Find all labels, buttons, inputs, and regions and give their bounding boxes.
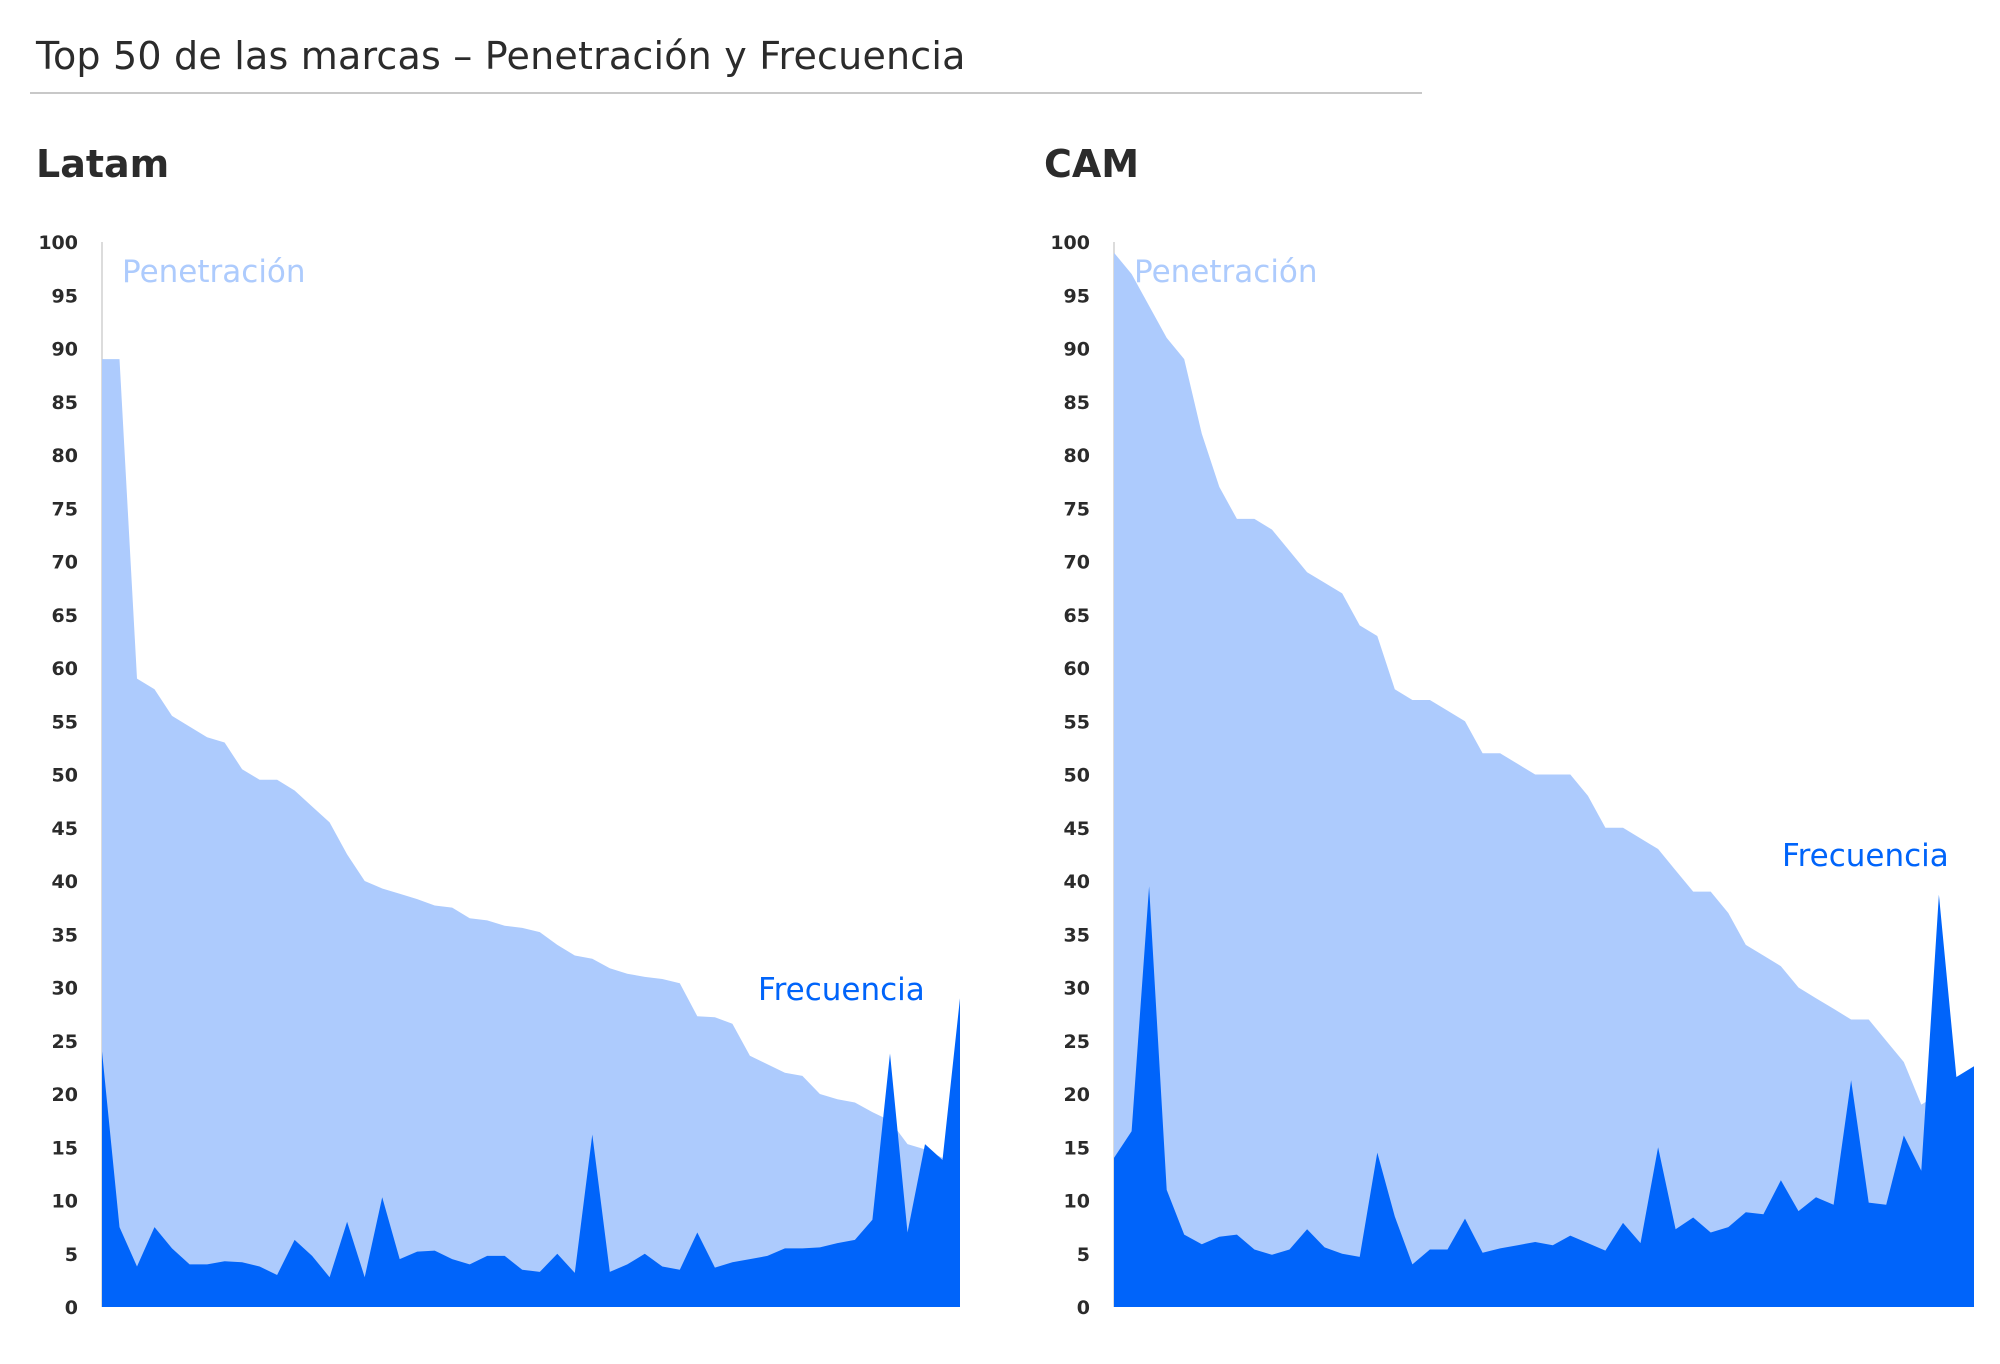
y-tick-label: 95 <box>52 285 78 307</box>
y-tick-label: 30 <box>52 978 78 1000</box>
y-tick-label: 45 <box>52 818 78 840</box>
y-tick-label: 0 <box>65 1297 78 1319</box>
title-divider <box>30 92 1422 94</box>
y-tick-label: 90 <box>52 339 78 361</box>
y-tick-label: 25 <box>1064 1031 1090 1053</box>
y-tick-label: 35 <box>1064 924 1090 946</box>
y-tick-label: 85 <box>52 392 78 414</box>
panel-title-cam: CAM <box>1044 142 1140 186</box>
y-tick-label: 65 <box>1064 605 1090 627</box>
frecuencia-area <box>102 998 960 1307</box>
y-tick-label: 55 <box>1064 711 1090 733</box>
chart-latam: 0 5 10 15 20 25 30 35 40 45 50 55 60 65 70 75 80 85 90 95 10… <box>38 232 960 1319</box>
y-tick-label: 5 <box>65 1244 78 1266</box>
y-tick-label: 55 <box>52 711 78 733</box>
series-label-frecuencia: Frecuencia <box>1782 838 1949 874</box>
y-tick-label: 15 <box>1064 1137 1090 1159</box>
y-tick-label: 50 <box>1064 765 1090 787</box>
y-tick-label: 75 <box>52 498 78 520</box>
chart-cam: 0 5 10 15 20 25 30 35 40 45 50 55 60 65 70 75 80 85 90 95 10… <box>1050 232 1974 1319</box>
y-tick-label: 80 <box>1064 445 1090 467</box>
penetracion-area <box>1114 252 1974 1308</box>
y-tick-label: 20 <box>52 1084 78 1106</box>
y-tick-label: 10 <box>1064 1191 1090 1213</box>
panel-title-latam: Latam <box>36 142 170 186</box>
frecuencia-area <box>1114 886 1974 1307</box>
y-tick-label: 35 <box>52 924 78 946</box>
y-tick-label: 0 <box>1077 1297 1090 1319</box>
y-tick-label: 30 <box>1064 978 1090 1000</box>
series-label-penetracion: Penetración <box>122 254 306 290</box>
y-tick-label: 100 <box>38 232 78 254</box>
y-tick-label: 20 <box>1064 1084 1090 1106</box>
y-tick-label: 100 <box>1050 232 1090 254</box>
y-tick-label: 50 <box>52 765 78 787</box>
series-label-frecuencia: Frecuencia <box>758 972 925 1008</box>
y-tick-label: 85 <box>1064 392 1090 414</box>
page-title: Top 50 de las marcas – Penetración y Fre… <box>36 34 966 78</box>
y-tick-label: 45 <box>1064 818 1090 840</box>
y-tick-label: 70 <box>52 552 78 574</box>
y-tick-label: 15 <box>52 1137 78 1159</box>
y-tick-label: 5 <box>1077 1244 1090 1266</box>
y-tick-label: 25 <box>52 1031 78 1053</box>
y-tick-label: 40 <box>1064 871 1090 893</box>
y-tick-label: 70 <box>1064 552 1090 574</box>
y-tick-label: 75 <box>1064 498 1090 520</box>
y-tick-label: 65 <box>52 605 78 627</box>
y-tick-label: 60 <box>52 658 78 680</box>
y-tick-label: 95 <box>1064 285 1090 307</box>
y-tick-label: 40 <box>52 871 78 893</box>
y-tick-label: 80 <box>52 445 78 467</box>
penetracion-area <box>102 359 960 1308</box>
y-tick-label: 60 <box>1064 658 1090 680</box>
y-tick-label: 90 <box>1064 339 1090 361</box>
y-tick-label: 10 <box>52 1191 78 1213</box>
series-label-penetracion: Penetración <box>1134 254 1318 290</box>
